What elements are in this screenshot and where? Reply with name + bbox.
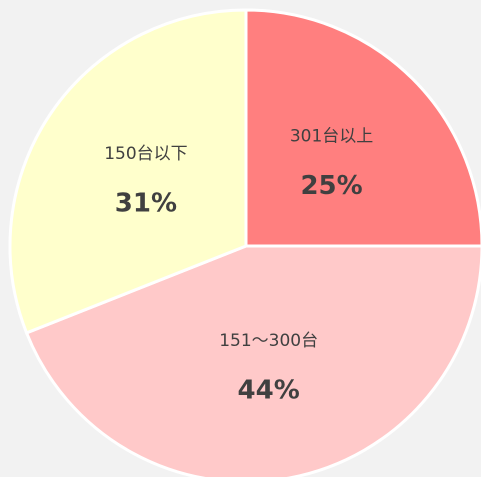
slice-name: 150台以下 xyxy=(104,144,187,164)
pie-slice xyxy=(244,8,481,248)
slice-value: 44% xyxy=(238,375,300,405)
slice-name: 301台以上 xyxy=(290,126,373,146)
slice-value: 25% xyxy=(300,171,362,201)
pie-slice xyxy=(24,244,481,477)
slice-value: 31% xyxy=(115,188,177,218)
pie-slice xyxy=(8,8,248,335)
slice-name: 151～300台 xyxy=(219,331,318,351)
